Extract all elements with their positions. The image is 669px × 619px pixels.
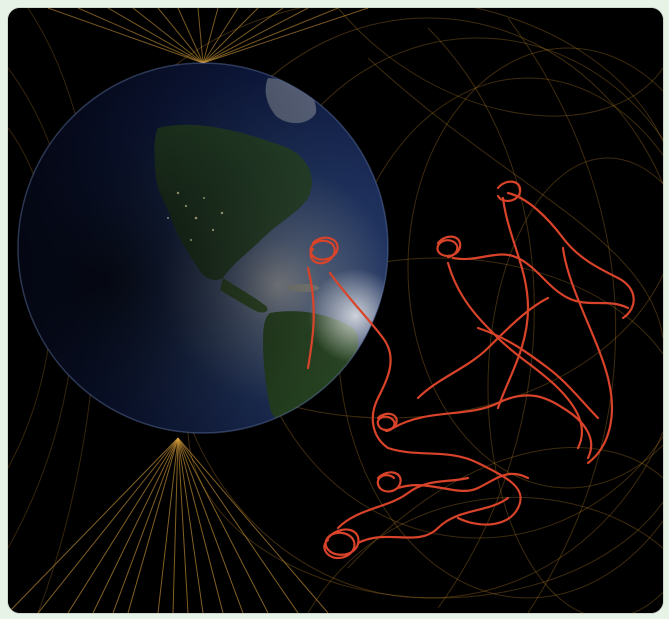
image-card[interactable] bbox=[8, 8, 663, 613]
city-lights bbox=[167, 191, 224, 241]
field-lines-south bbox=[8, 437, 329, 613]
particle-trajectory bbox=[306, 180, 635, 560]
earth-globe bbox=[17, 62, 389, 434]
field-lines-north bbox=[47, 8, 369, 64]
space-scene bbox=[8, 8, 663, 613]
